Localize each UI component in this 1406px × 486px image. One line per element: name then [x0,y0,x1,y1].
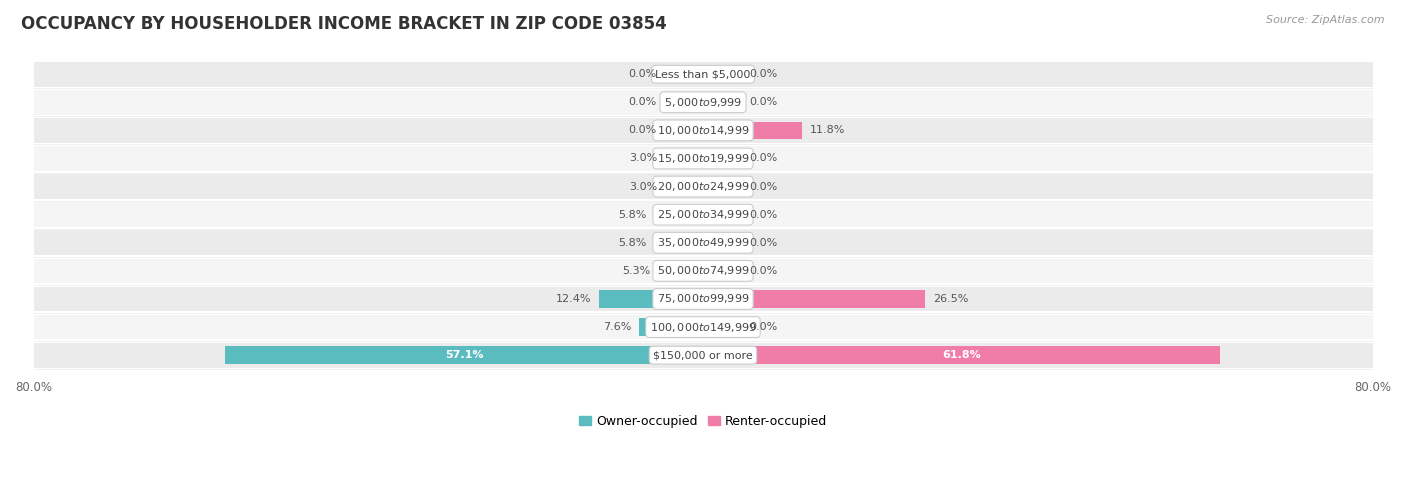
Text: $5,000 to $9,999: $5,000 to $9,999 [664,96,742,109]
Bar [703,206,741,224]
Bar [34,259,1372,283]
Text: 3.0%: 3.0% [628,154,657,163]
Bar [34,62,1372,87]
Bar [34,343,1372,367]
Bar [34,146,1372,171]
Text: $75,000 to $99,999: $75,000 to $99,999 [657,293,749,306]
Bar [225,347,703,364]
Bar [599,290,703,308]
Bar [34,202,1372,227]
Bar [640,318,703,336]
Text: 0.0%: 0.0% [749,266,778,276]
Text: 0.0%: 0.0% [749,322,778,332]
Bar [34,90,1372,115]
Bar [665,66,703,83]
Bar [658,262,703,279]
Bar [654,234,703,251]
Bar [703,318,741,336]
Text: 0.0%: 0.0% [628,69,657,79]
Text: 0.0%: 0.0% [749,209,778,220]
Text: $100,000 to $149,999: $100,000 to $149,999 [650,321,756,333]
Bar [703,234,741,251]
Text: 5.8%: 5.8% [617,209,647,220]
Text: $10,000 to $14,999: $10,000 to $14,999 [657,124,749,137]
Text: 7.6%: 7.6% [603,322,631,332]
Text: OCCUPANCY BY HOUSEHOLDER INCOME BRACKET IN ZIP CODE 03854: OCCUPANCY BY HOUSEHOLDER INCOME BRACKET … [21,15,666,33]
Bar [703,290,925,308]
Text: 0.0%: 0.0% [749,238,778,248]
Text: 57.1%: 57.1% [444,350,484,360]
Bar [665,150,703,167]
Text: 5.8%: 5.8% [617,238,647,248]
Legend: Owner-occupied, Renter-occupied: Owner-occupied, Renter-occupied [574,410,832,433]
Bar [34,315,1372,339]
Bar [665,94,703,111]
Text: 0.0%: 0.0% [628,125,657,136]
Text: $15,000 to $19,999: $15,000 to $19,999 [657,152,749,165]
Text: Source: ZipAtlas.com: Source: ZipAtlas.com [1267,15,1385,25]
Bar [703,150,741,167]
Text: 5.3%: 5.3% [621,266,651,276]
Text: $20,000 to $24,999: $20,000 to $24,999 [657,180,749,193]
Text: Less than $5,000: Less than $5,000 [655,69,751,79]
Text: $25,000 to $34,999: $25,000 to $34,999 [657,208,749,221]
Text: $50,000 to $74,999: $50,000 to $74,999 [657,264,749,278]
Bar [34,230,1372,255]
Text: 0.0%: 0.0% [628,97,657,107]
Bar [665,178,703,195]
Bar [703,262,741,279]
Text: 61.8%: 61.8% [942,350,981,360]
Bar [665,122,703,139]
Bar [654,206,703,224]
Bar [34,118,1372,143]
Bar [703,122,801,139]
Text: 0.0%: 0.0% [749,69,778,79]
Text: 0.0%: 0.0% [749,182,778,191]
Text: 0.0%: 0.0% [749,154,778,163]
Text: 26.5%: 26.5% [934,294,969,304]
Bar [703,94,741,111]
Text: 12.4%: 12.4% [555,294,591,304]
Bar [34,174,1372,199]
Text: 3.0%: 3.0% [628,182,657,191]
Text: $150,000 or more: $150,000 or more [654,350,752,360]
Bar [703,347,1220,364]
Bar [703,178,741,195]
Bar [703,66,741,83]
Text: $35,000 to $49,999: $35,000 to $49,999 [657,236,749,249]
Text: 0.0%: 0.0% [749,97,778,107]
Bar [34,287,1372,312]
Text: 11.8%: 11.8% [810,125,845,136]
